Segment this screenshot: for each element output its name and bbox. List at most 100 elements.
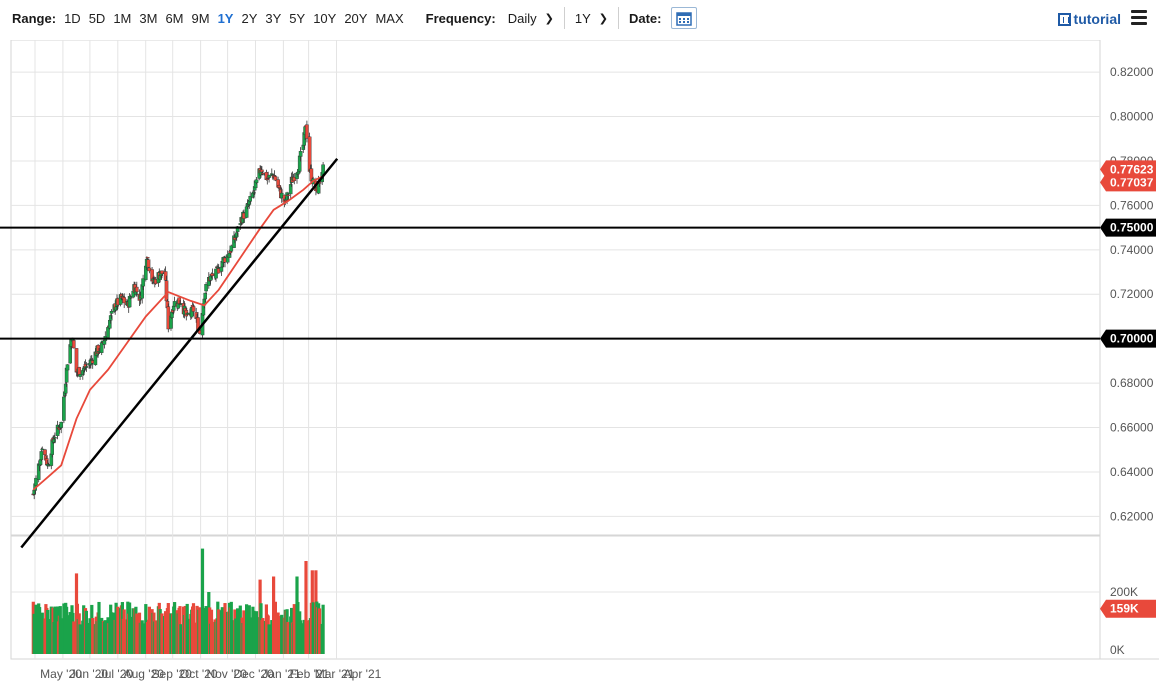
range-button-9m[interactable]: 9M bbox=[191, 10, 210, 26]
volume-last-label: 159K bbox=[1100, 599, 1156, 618]
calendar-icon bbox=[676, 11, 693, 26]
film-icon bbox=[1057, 12, 1071, 26]
candlestick bbox=[99, 340, 104, 356]
y-tick-label: 0.68000 bbox=[1110, 376, 1154, 390]
frequency-select[interactable]: Daily ❯ bbox=[508, 11, 554, 26]
candle-body bbox=[141, 278, 145, 287]
candlestick bbox=[109, 309, 114, 319]
volume-bar bbox=[53, 606, 57, 654]
candlestick bbox=[305, 120, 309, 143]
candle-body bbox=[71, 340, 76, 349]
candlestick bbox=[127, 293, 132, 308]
candlestick bbox=[40, 446, 45, 451]
volume-bar bbox=[217, 609, 221, 654]
range-button-6m[interactable]: 6M bbox=[165, 10, 184, 26]
level-label: 0.75000 bbox=[1100, 218, 1156, 237]
volume-bar bbox=[128, 616, 133, 654]
volume-bar bbox=[78, 624, 82, 654]
candlestick bbox=[191, 303, 196, 317]
candle-body bbox=[62, 396, 66, 421]
level-label-shape bbox=[1100, 218, 1156, 237]
candle-body bbox=[254, 179, 259, 183]
volume-bar bbox=[103, 620, 107, 654]
x-tick-label: Jan '21 bbox=[262, 667, 301, 681]
range-button-20y[interactable]: 20Y bbox=[344, 10, 368, 26]
candlestick bbox=[214, 268, 218, 282]
range-label: Range: bbox=[12, 10, 57, 26]
candlestick bbox=[292, 172, 297, 185]
candle-body bbox=[248, 196, 253, 202]
volume-bar bbox=[110, 612, 114, 654]
range-button-3y[interactable]: 3Y bbox=[265, 10, 282, 26]
moving-average-line bbox=[32, 175, 323, 491]
volume-bar bbox=[317, 608, 322, 654]
candle-body bbox=[40, 448, 45, 451]
candlestick bbox=[83, 359, 88, 371]
candlestick bbox=[164, 275, 169, 305]
candlestick bbox=[122, 293, 126, 309]
candle-body bbox=[65, 364, 70, 371]
candle-body bbox=[260, 169, 264, 173]
volume-bar bbox=[267, 624, 271, 654]
range-button-10y[interactable]: 10Y bbox=[313, 10, 337, 26]
x-tick-label: May '20 bbox=[40, 667, 82, 681]
range-button-3m[interactable]: 3M bbox=[139, 10, 158, 26]
candlestick bbox=[261, 171, 265, 176]
range-button-2y[interactable]: 2Y bbox=[241, 10, 258, 26]
volume-bar bbox=[47, 619, 51, 654]
hamburger-menu-icon[interactable] bbox=[1131, 10, 1147, 28]
candle-body bbox=[251, 191, 256, 194]
tutorial-link[interactable]: tutorial bbox=[1057, 11, 1121, 27]
candle-body bbox=[286, 194, 290, 196]
candle-body bbox=[63, 383, 68, 394]
candlestick bbox=[34, 475, 38, 487]
candle-body bbox=[204, 284, 208, 292]
volume-bar bbox=[273, 601, 277, 654]
candle-body bbox=[229, 245, 234, 252]
candlestick bbox=[248, 191, 253, 204]
range-button-1m[interactable]: 1M bbox=[113, 10, 132, 26]
volume-bars bbox=[31, 548, 325, 654]
candle-body bbox=[214, 268, 218, 279]
range-button-1d[interactable]: 1D bbox=[64, 10, 81, 26]
candle-body bbox=[108, 315, 113, 321]
y-tick-label: 0.76000 bbox=[1110, 198, 1154, 212]
candlestick bbox=[163, 266, 168, 282]
frequency-label: Frequency: bbox=[425, 10, 496, 26]
trendline bbox=[20, 157, 339, 549]
candle-body bbox=[34, 477, 38, 486]
toolbar: Range: 1D 5D 1M 3M 6M 9M 1Y 2Y 3Y 5Y 10Y 20Y MAX Fre… bbox=[0, 0, 1159, 36]
candle-body bbox=[288, 184, 293, 195]
candlestick bbox=[146, 258, 151, 269]
range-button-1y[interactable]: 1Y bbox=[217, 10, 234, 26]
volume-bar bbox=[254, 611, 259, 654]
moving-average-label-text: 0.77037 bbox=[1110, 175, 1154, 189]
candle-body bbox=[215, 267, 220, 269]
candle-body bbox=[273, 176, 278, 181]
range-button-5y[interactable]: 5Y bbox=[289, 10, 306, 26]
volume-bar bbox=[311, 602, 315, 654]
candle-body bbox=[134, 286, 139, 293]
candlestick bbox=[286, 193, 290, 201]
level-label-text: 0.70000 bbox=[1110, 332, 1154, 346]
period-value: 1Y bbox=[574, 10, 591, 26]
volume-bar bbox=[160, 613, 164, 654]
volume-bar bbox=[299, 620, 303, 654]
candlestick bbox=[204, 282, 208, 294]
candle-body bbox=[145, 257, 150, 259]
range-button-max[interactable]: MAX bbox=[375, 10, 404, 26]
volume-bar bbox=[154, 620, 158, 654]
date-picker-button[interactable] bbox=[671, 7, 698, 29]
candlestick bbox=[251, 189, 256, 199]
candle-body bbox=[285, 192, 289, 201]
period-select[interactable]: 1Y ❯ bbox=[575, 11, 608, 26]
candlestick bbox=[203, 292, 208, 303]
candle-body bbox=[203, 292, 208, 300]
y-tick-label: 0.62000 bbox=[1110, 509, 1154, 523]
range-button-5d[interactable]: 5D bbox=[88, 10, 106, 26]
volume-bar bbox=[280, 614, 284, 654]
candle-body bbox=[83, 364, 88, 368]
toolbar-divider bbox=[563, 7, 565, 29]
candlestick bbox=[71, 338, 76, 349]
